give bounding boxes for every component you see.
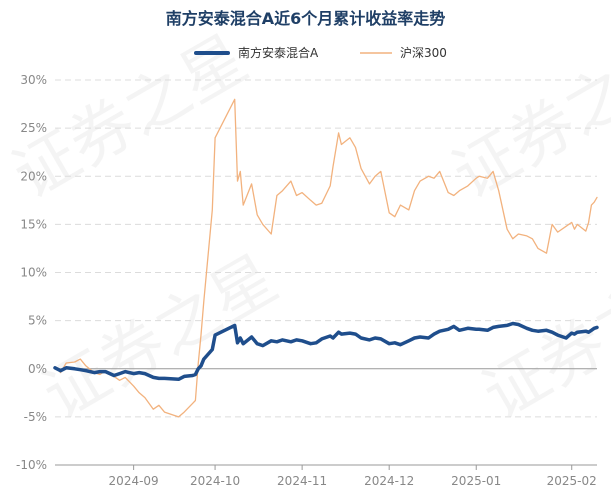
series-line-hs300 (54, 98, 598, 418)
watermark-text-2: 证券之星 (441, 22, 611, 214)
y-tick-label-4: 10% (20, 266, 47, 280)
x-axis-ticks: 2024-09 2024-10 2024-11 2024-12 2025-01 2025-… (55, 464, 597, 488)
y-tick-label-7: 25% (20, 121, 47, 135)
x-tick-label-5: 2025-02 (547, 474, 597, 488)
y-tick-label-8: 30% (20, 73, 47, 87)
x-tick-label-4: 2025-01 (451, 474, 501, 488)
watermark-text-3: 证券之星 (471, 242, 611, 434)
legend: 南方安泰混合A 沪深300 (194, 45, 447, 60)
x-tick-label-2: 2024-11 (277, 474, 327, 488)
y-tick-label-0: -10% (16, 458, 47, 472)
legend-label-fund: 南方安泰混合A (238, 45, 319, 60)
x-tick-label-0: 2024-09 (109, 474, 159, 488)
y-tick-label-6: 20% (20, 169, 47, 183)
series-line-fund (53, 321, 599, 382)
y-tick-label-5: 15% (20, 217, 47, 231)
series-lines (53, 98, 599, 418)
x-tick-label-1: 2024-10 (190, 474, 240, 488)
chart-title: 南方安泰混合A近6个月累计收益率走势 (166, 9, 446, 28)
watermark-text-0: 证券之星 (1, 22, 260, 214)
legend-label-hs300: 沪深300 (400, 46, 447, 60)
y-tick-label-1: -5% (24, 410, 47, 424)
y-tick-label-2: 0% (28, 362, 47, 376)
y-tick-label-3: 5% (28, 314, 47, 328)
x-tick-label-3: 2024-12 (364, 474, 414, 488)
y-axis-tick-labels: -10% -5% 0% 5% 10% 15% 20% 25% 30% (16, 73, 47, 472)
